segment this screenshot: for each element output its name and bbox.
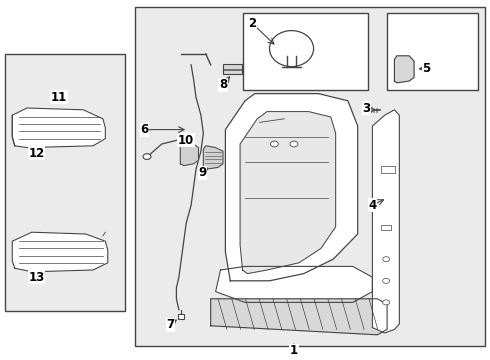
Circle shape (270, 141, 278, 147)
Ellipse shape (270, 31, 314, 67)
Circle shape (383, 257, 390, 262)
Text: 1: 1 (290, 345, 298, 357)
Circle shape (290, 141, 298, 147)
Bar (243, 13, 368, 90)
Circle shape (383, 300, 390, 305)
Polygon shape (12, 108, 105, 148)
Text: 9: 9 (198, 166, 206, 179)
Text: 3: 3 (363, 102, 370, 114)
Text: 7: 7 (167, 318, 174, 331)
Text: 12: 12 (28, 147, 45, 159)
Polygon shape (203, 146, 223, 169)
Text: 4: 4 (368, 199, 376, 212)
Text: 6: 6 (141, 123, 148, 136)
Bar (381, 166, 395, 173)
Text: 8: 8 (219, 78, 227, 91)
Bar (5, 54, 125, 311)
Circle shape (143, 154, 151, 159)
Text: 10: 10 (178, 134, 195, 147)
Bar (178, 314, 184, 319)
Circle shape (383, 278, 390, 283)
Polygon shape (225, 94, 358, 281)
Bar (223, 64, 242, 74)
Text: 13: 13 (28, 271, 45, 284)
Circle shape (365, 107, 373, 113)
Polygon shape (180, 142, 198, 166)
Text: 5: 5 (422, 62, 430, 75)
Bar (381, 225, 391, 230)
Bar (387, 13, 478, 90)
Polygon shape (12, 232, 108, 272)
Polygon shape (240, 112, 336, 274)
Polygon shape (216, 266, 372, 302)
Bar (135, 7, 485, 346)
Polygon shape (394, 56, 414, 83)
Text: 11: 11 (50, 91, 67, 104)
Polygon shape (211, 299, 387, 335)
Polygon shape (372, 110, 399, 333)
Text: 2: 2 (248, 17, 256, 30)
